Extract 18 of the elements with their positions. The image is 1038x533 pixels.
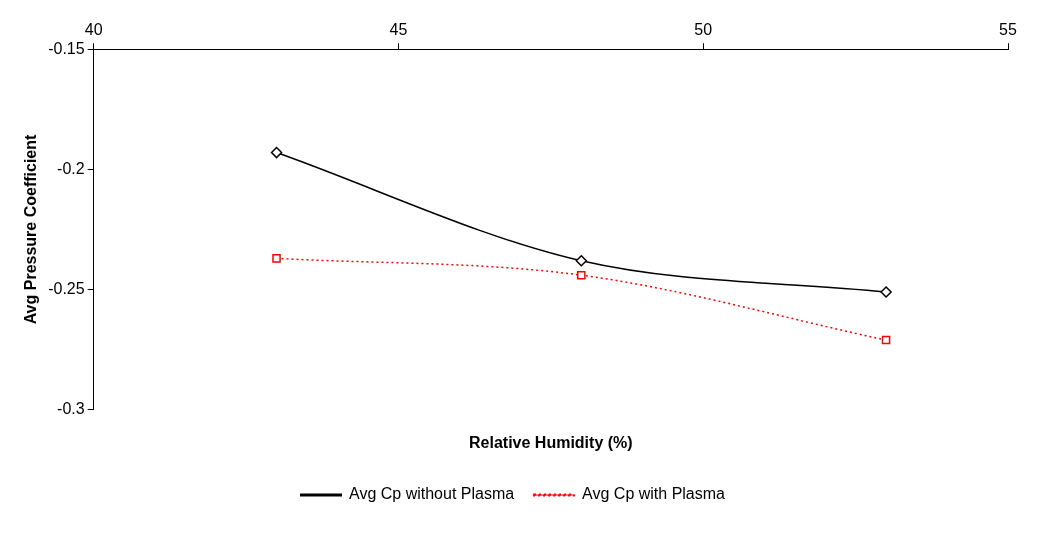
point [270,146,283,159]
y-axis-title: Avg Pressure Coefficient [22,133,40,325]
x-tick-label: 40 [84,21,103,39]
point [272,254,281,263]
y-tick-label: -0.25 [48,280,85,298]
y-tick-label: -0.3 [57,400,85,418]
legend-label: Avg Cp without Plasma [349,485,515,503]
point [575,255,588,267]
legend-label: Avg Cp with Plasma [582,485,726,503]
x-tick-label: 55 [999,21,1017,39]
x-axis-title: Relative Humidity (%) [469,433,633,451]
point [881,335,891,345]
y-tick-label: -0.2 [57,159,85,177]
x-tick-label: 45 [389,21,408,39]
point [880,286,892,298]
y-tick-label: -0.15 [48,39,85,57]
point [577,270,586,280]
x-tick-label: 50 [694,21,713,39]
